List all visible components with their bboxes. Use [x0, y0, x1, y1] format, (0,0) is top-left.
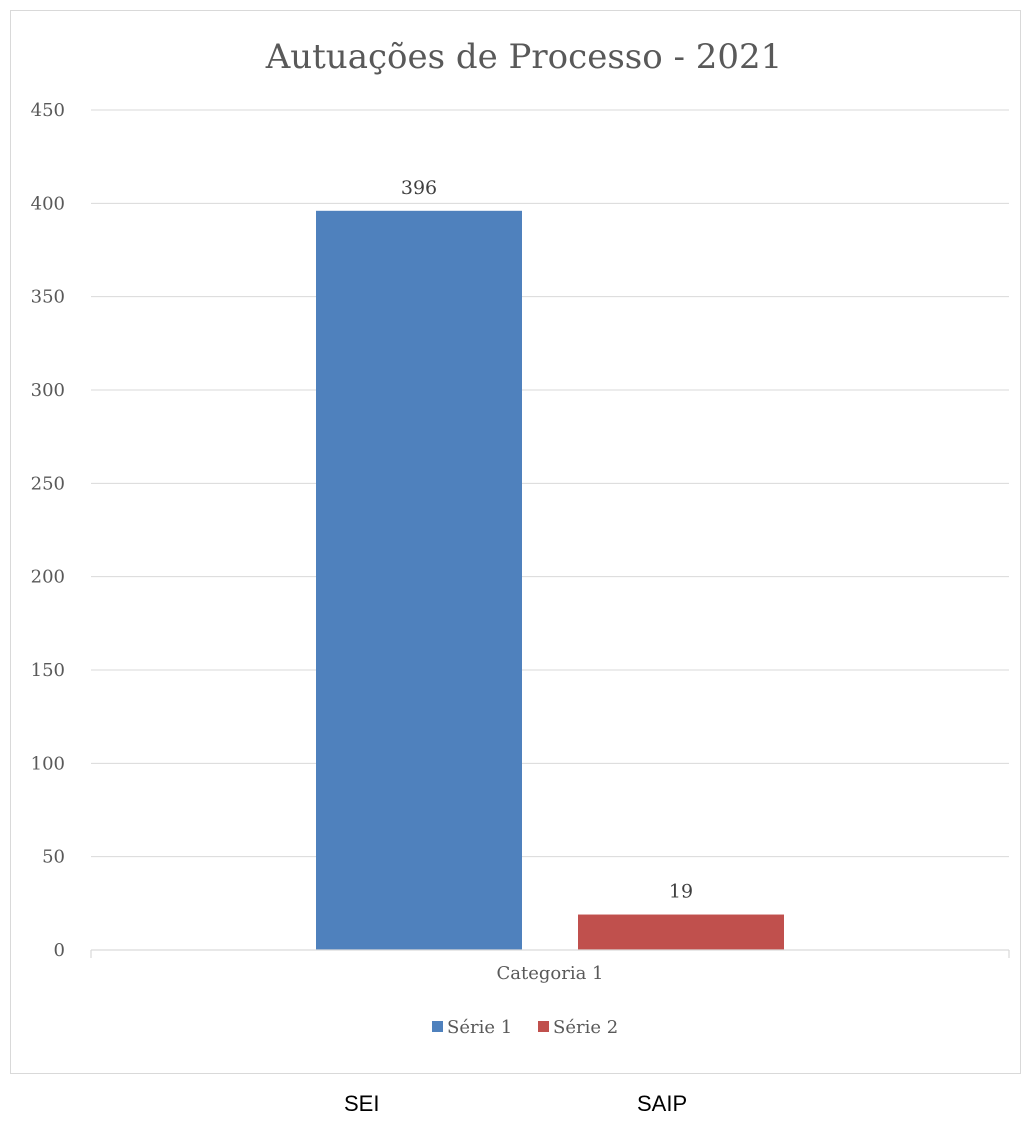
data-labels: 396 19	[401, 177, 693, 903]
y-tick-label: 50	[42, 847, 65, 868]
sei-label: SEI	[344, 1091, 380, 1116]
chart-title: Autuações de Processo - 2021	[265, 37, 783, 77]
y-tick-label: 0	[54, 940, 65, 961]
y-tick-label: 450	[31, 100, 65, 121]
bar-data-label: 396	[401, 177, 437, 199]
saip-label: SAIP	[637, 1091, 688, 1116]
y-tick-label: 250	[31, 473, 65, 494]
y-tick-label: 100	[31, 753, 65, 774]
legend-label: Série 1	[447, 1017, 512, 1038]
legend-label: Série 2	[553, 1017, 618, 1038]
x-axis: Categoria 1	[90, 949, 1010, 984]
chart-frame: Autuações de Processo - 2021 0 50 100 150 20…	[10, 10, 1021, 1074]
y-tick-label: 400	[31, 193, 65, 214]
y-tick-label: 200	[31, 567, 65, 588]
y-tick-label: 350	[31, 287, 65, 308]
bar-serie-1	[316, 210, 522, 951]
legend: Série 1 Série 2	[432, 1017, 618, 1038]
bar-data-label: 19	[669, 881, 693, 903]
y-axis-ticks: 0 50 100 150 200 250 300 350 400 450	[31, 100, 65, 961]
gridlines	[91, 109, 1009, 858]
bar-serie-2	[578, 914, 784, 950]
legend-swatch	[538, 1021, 549, 1032]
y-tick-label: 300	[31, 380, 65, 401]
bars	[316, 210, 784, 951]
y-tick-label: 150	[31, 660, 65, 681]
chart-svg: Autuações de Processo - 2021 0 50 100 150 20…	[31, 37, 1010, 1038]
legend-swatch	[432, 1021, 443, 1032]
x-category-label: Categoria 1	[496, 963, 603, 984]
